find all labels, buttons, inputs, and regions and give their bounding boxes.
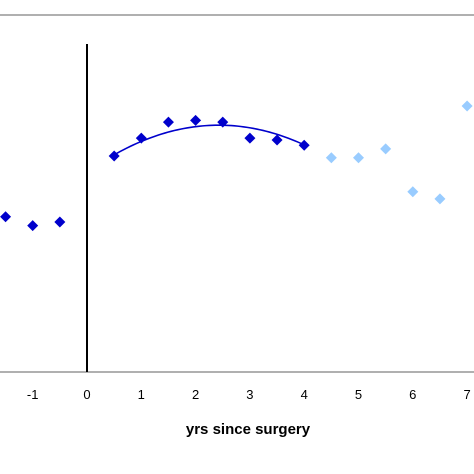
data-point [108,150,120,162]
data-point [27,220,39,232]
data-point [244,132,256,144]
plot-frame-group [0,14,474,373]
data-point [353,152,364,164]
x-tick-label: 1 [138,387,145,402]
data-point [407,186,419,198]
data-point [190,114,202,126]
trendline [113,124,305,156]
data-point [54,216,66,228]
data-point [217,116,229,128]
x-tick-label: 2 [192,387,199,402]
data-point [380,143,392,155]
data-point [325,152,337,164]
x-axis-title: yrs since surgery [186,421,311,438]
x-tick-label: 0 [83,387,90,402]
data-point [0,211,12,223]
x-tick-label: -1 [27,387,39,402]
x-tick-label: 4 [301,387,308,402]
x-tick-label: 6 [409,387,416,402]
data-point [162,116,174,128]
data-point [461,100,473,112]
trendline-group [113,124,305,156]
data-point [271,134,283,146]
x-tick-label: 7 [463,387,470,402]
x-tick-label: 5 [355,387,362,402]
x-tick-label: 3 [246,387,253,402]
data-point [298,139,310,151]
data-point [135,132,147,144]
data-point [434,193,446,205]
x-tick-labels: -1 0 1 2 3 4 5 6 7 [27,387,471,402]
data-points [0,100,473,232]
